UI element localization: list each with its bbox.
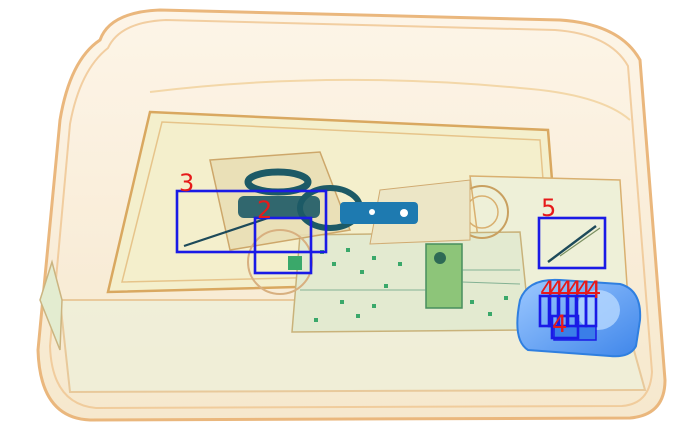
- circuit-board: [291, 231, 531, 333]
- detection-label: 2: [257, 196, 272, 224]
- detection-label: 4: [586, 276, 601, 304]
- detection-box: [253, 216, 313, 275]
- gear-component: [369, 179, 509, 245]
- detection-label: 4: [552, 310, 567, 338]
- detection-label: 3: [179, 169, 194, 197]
- detection-1: 3: [175, 169, 328, 254]
- detection-box: [175, 189, 328, 254]
- detection-10: 4: [550, 310, 580, 340]
- detection-box: [537, 216, 607, 270]
- detection-label: 5: [541, 194, 556, 222]
- detection-box: [584, 294, 598, 328]
- detection-2: 2: [253, 196, 313, 275]
- detection-9: 4: [584, 276, 601, 328]
- detection-3: 5: [537, 194, 607, 270]
- detection-box: [550, 314, 580, 340]
